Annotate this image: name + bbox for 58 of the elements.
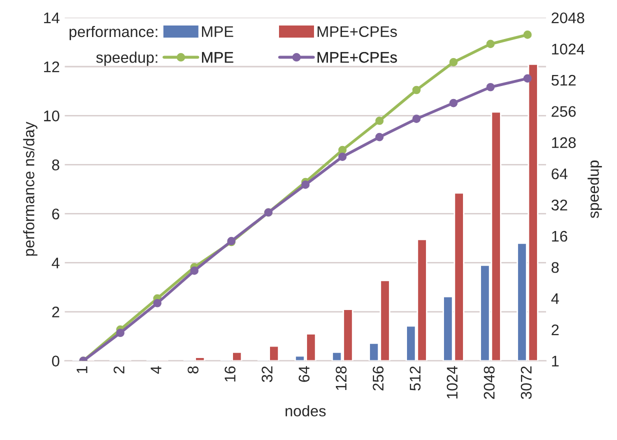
- annotation: performance:: [70, 26, 158, 40]
- point: [375, 116, 384, 125]
- y2-tick-label: 1024: [552, 44, 584, 54]
- y2-tick-label: 32: [551, 200, 568, 210]
- x-tick-label: 3072: [520, 366, 532, 400]
- point: [116, 328, 124, 338]
- y2-tick-label: 256: [552, 106, 576, 117]
- y2-tick-label: 64: [552, 168, 568, 180]
- y2-axis-title: speedup: [588, 160, 602, 218]
- legend-label: MPE+CPEs: [318, 52, 397, 63]
- x-tick-label: 1024: [446, 366, 458, 398]
- x-tick-label: 1: [76, 366, 88, 373]
- point: [486, 82, 495, 92]
- x-tick-label: 16: [224, 366, 236, 382]
- x-tick-label: 256: [372, 366, 384, 390]
- point: [301, 180, 310, 189]
- point: [449, 58, 458, 66]
- y2-tick-label: 2: [552, 324, 559, 336]
- y-axis-title: performance ns/day: [23, 122, 38, 256]
- y-tick-label: 0: [52, 356, 60, 366]
- y2-tick-label: 512: [552, 74, 576, 86]
- point: [523, 30, 532, 39]
- point: [153, 298, 162, 308]
- point: [449, 98, 458, 108]
- x-tick-label: 2048: [484, 366, 495, 399]
- y2-tick-label: 128: [552, 137, 576, 148]
- y-tick-label: 8: [52, 160, 60, 170]
- y2-tick-label: 16: [552, 230, 568, 242]
- point: [375, 132, 384, 142]
- y2-tick-label: 1: [552, 356, 559, 366]
- x-tick-label: 128: [336, 366, 347, 390]
- y2-tick-label: 8: [552, 262, 559, 273]
- x-tick-label: 8: [188, 366, 198, 374]
- point: [190, 266, 199, 275]
- x-tick-label: 2: [114, 366, 124, 374]
- x-tick-label: 4: [150, 366, 162, 374]
- point: [338, 146, 347, 154]
- point: [412, 114, 421, 124]
- x-tick-label: 512: [410, 366, 421, 391]
- legend-label: MPE+CPEs: [318, 26, 397, 38]
- point: [523, 74, 532, 83]
- point: [338, 152, 347, 161]
- y2-tick-label: 4: [551, 293, 559, 304]
- x-tick-label: 32: [262, 366, 272, 382]
- annotation: speedup:: [96, 52, 158, 66]
- y2-tick-label: 2048: [552, 12, 584, 24]
- y-tick-label: 2: [52, 306, 60, 318]
- point: [412, 86, 421, 94]
- x-tick-label: 64: [298, 366, 310, 382]
- y-tick-label: 14: [44, 12, 60, 24]
- x-axis-title: nodes: [286, 405, 326, 416]
- legend-label: MPE: [202, 52, 234, 63]
- y-tick-label: 6: [52, 208, 60, 220]
- y-tick-label: 12: [44, 61, 60, 72]
- point: [486, 40, 495, 48]
- legend-label: MPE: [202, 26, 234, 37]
- y-tick-label: 10: [44, 110, 60, 122]
- y-tick-label: 4: [52, 258, 60, 268]
